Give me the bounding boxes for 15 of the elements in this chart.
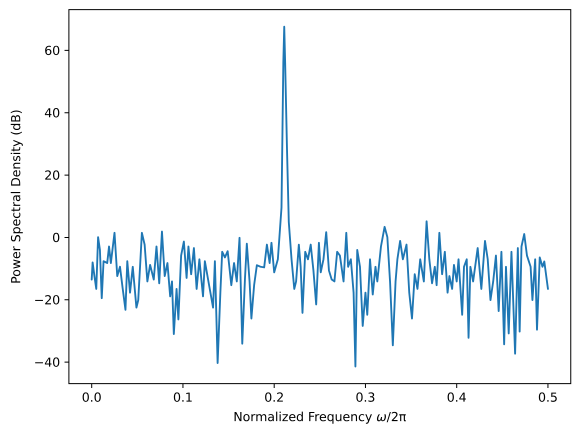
- y-tick-label: −20: [35, 295, 60, 305]
- y-axis-title: Power Spectral Density (dB): [10, 110, 23, 283]
- x-tick-label: 0.4: [448, 392, 466, 402]
- y-tick-label: 60: [45, 46, 60, 56]
- x-tick-label: 0.2: [265, 392, 283, 402]
- line-series: [90, 26, 549, 368]
- x-tick-label: 0.3: [356, 392, 374, 402]
- x-tick-label: 0.1: [174, 392, 192, 402]
- x-axis-title: Normalized Frequency ω/2π: [234, 412, 406, 424]
- y-tick-label: 0: [53, 232, 60, 242]
- y-tick-label: 20: [45, 170, 60, 180]
- y-tick-label: 40: [44, 108, 60, 118]
- y-tick-label: −40: [35, 357, 60, 367]
- x-tick-label: 0.5: [538, 392, 557, 402]
- x-tick-label: 0.0: [82, 392, 101, 402]
